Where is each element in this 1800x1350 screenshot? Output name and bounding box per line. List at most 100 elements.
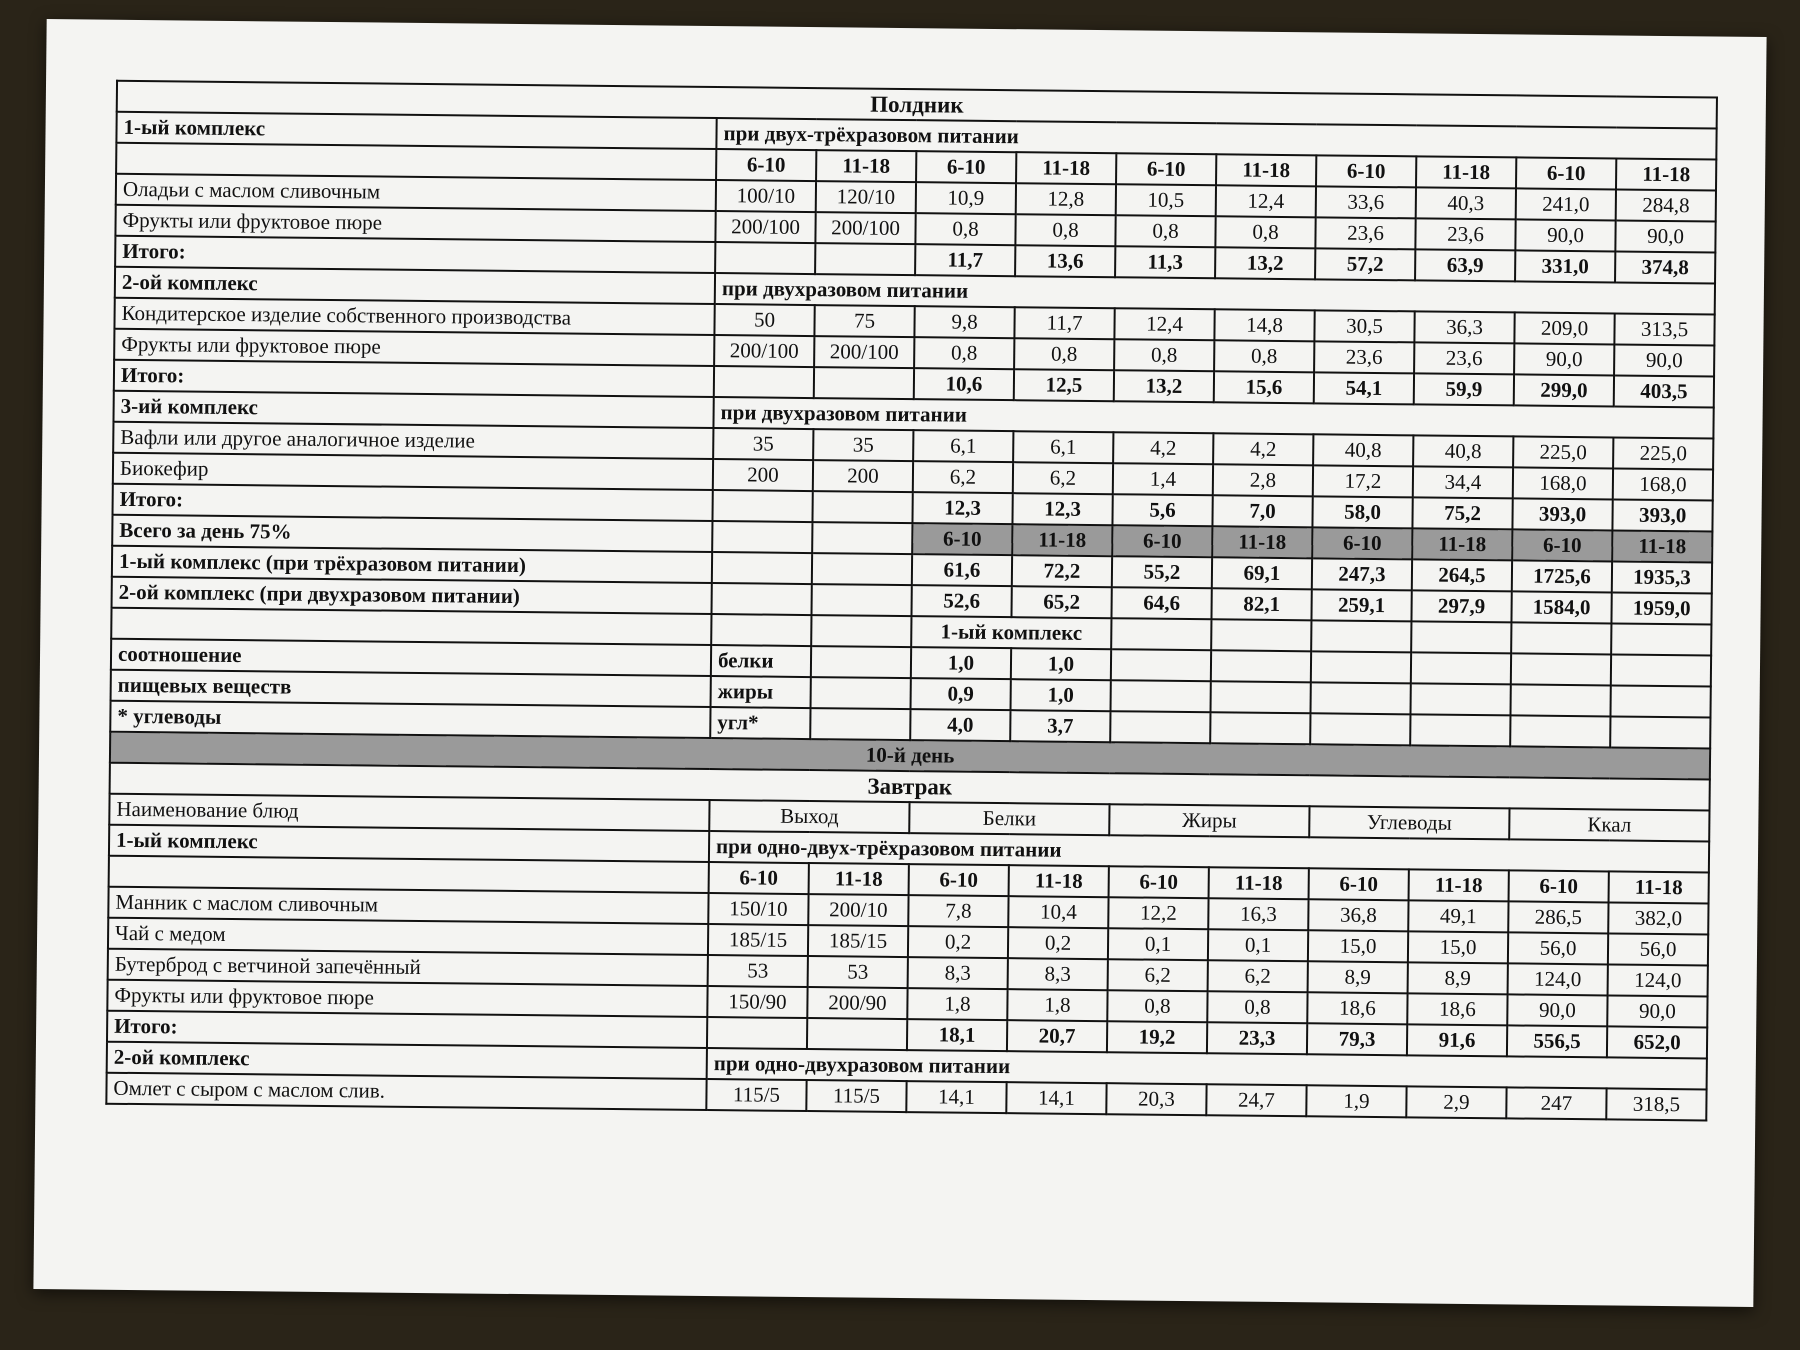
table-cell: 10,6 — [913, 368, 1015, 401]
table-cell — [1410, 652, 1512, 685]
table-cell — [811, 615, 912, 648]
table-cell — [812, 491, 913, 524]
table-cell: 57,2 — [1315, 248, 1416, 281]
table-cell: 6,2 — [1107, 959, 1208, 992]
table-cell: 200/100 — [815, 212, 916, 245]
table-cell: 65,2 — [1011, 586, 1112, 619]
table-cell: 53 — [707, 955, 808, 988]
table-cell: 11,3 — [1115, 246, 1216, 279]
table-cell — [1410, 683, 1511, 716]
table-cell — [1510, 684, 1611, 717]
table-cell — [1210, 712, 1311, 745]
table-cell — [1410, 714, 1511, 747]
table-cell: 1,9 — [1306, 1085, 1407, 1118]
table-cell: 185/15 — [707, 924, 809, 957]
table-cell: белки — [710, 645, 812, 678]
table-cell: 8,3 — [1007, 958, 1108, 991]
table-cell: 10,5 — [1115, 184, 1217, 217]
table-cell: 0,8 — [1215, 216, 1316, 249]
table-cell: 0,8 — [1014, 338, 1115, 371]
table-cell: 200 — [712, 459, 814, 492]
table-cell: 6-10 — [916, 151, 1017, 184]
table-cell: 13,2 — [1215, 247, 1316, 280]
table-cell — [715, 242, 816, 275]
table-cell: 0,8 — [1214, 340, 1315, 373]
table-cell: 200/100 — [714, 335, 815, 368]
table-cell: 318,5 — [1606, 1088, 1707, 1121]
table-cell: 11-18 — [1612, 530, 1713, 563]
table-cell: 56,0 — [1507, 932, 1609, 965]
table-cell: 11-18 — [1412, 528, 1513, 561]
table-cell: 75 — [814, 305, 915, 338]
table-cell: 35 — [713, 428, 814, 461]
table-cell: 185/15 — [807, 925, 909, 958]
table-cell — [1510, 653, 1612, 686]
table-cell: 6-10 — [912, 523, 1013, 556]
table-cell: 12,2 — [1108, 897, 1209, 930]
table-cell: 284,8 — [1615, 189, 1717, 222]
table-cell: 50 — [714, 304, 815, 337]
table-cell: 6-10 — [1508, 870, 1609, 903]
table-cell: 168,0 — [1612, 468, 1714, 501]
table-cell: 4,0 — [910, 709, 1011, 742]
table-cell: 58,0 — [1312, 496, 1413, 529]
table-cell: 168,0 — [1512, 467, 1614, 500]
table-cell: 5,6 — [1112, 494, 1213, 527]
table-cell: 556,5 — [1506, 1025, 1608, 1058]
table-cell — [1610, 685, 1711, 718]
table-cell: Жиры — [1109, 804, 1310, 838]
table-cell: 82,1 — [1211, 588, 1312, 621]
table-cell: 75,2 — [1412, 497, 1513, 530]
table-cell: 11,7 — [915, 244, 1016, 277]
table-cell: 299,0 — [1513, 374, 1615, 407]
table-cell — [712, 521, 813, 554]
table-cell — [1210, 681, 1311, 714]
table-cell — [815, 243, 916, 276]
table-cell: 0,9 — [910, 678, 1011, 711]
table-cell: 1,4 — [1112, 463, 1214, 496]
table-cell — [812, 522, 913, 555]
table-cell: 1935,3 — [1611, 561, 1713, 594]
table-cell: 17,2 — [1312, 465, 1414, 498]
table-cell: 53 — [807, 956, 908, 989]
table-cell: 8,9 — [1407, 962, 1508, 995]
table-cell: Выход — [709, 800, 910, 834]
table-cell: 6-10 — [1312, 527, 1413, 560]
table-cell: 23,6 — [1315, 217, 1416, 250]
table-cell: 120/10 — [815, 181, 917, 214]
table-cell: 33,6 — [1315, 186, 1417, 219]
table-cell — [1411, 621, 1512, 654]
table-cell: 286,5 — [1508, 901, 1609, 934]
table-cell: 59,9 — [1413, 373, 1515, 406]
table-cell: 11-18 — [1012, 524, 1113, 557]
table-cell: 0,8 — [1115, 215, 1216, 248]
table-cell: 12,3 — [912, 492, 1013, 525]
table-cell: 259,1 — [1311, 589, 1412, 622]
table-cell: 12,4 — [1114, 308, 1215, 341]
table-cell: 4,2 — [1213, 433, 1314, 466]
table-cell: 200 — [812, 460, 914, 493]
table-cell: 652,0 — [1606, 1026, 1708, 1059]
table-cell: 115/5 — [806, 1080, 907, 1113]
table-cell: 403,5 — [1613, 375, 1715, 408]
table-cell: 11-18 — [1408, 869, 1509, 902]
table-cell: 8,3 — [907, 957, 1008, 990]
table-cell: 36,8 — [1308, 899, 1409, 932]
table-cell — [712, 490, 813, 523]
table-cell: 72,2 — [1011, 555, 1113, 588]
table-cell: 150/10 — [708, 893, 809, 926]
table-cell: 1,0 — [1010, 679, 1111, 712]
table-cell — [1610, 716, 1711, 749]
table-cell — [1511, 622, 1612, 655]
table-cell: 40,8 — [1413, 435, 1514, 468]
table-cell: 11-18 — [816, 150, 917, 183]
table-cell: 11-18 — [1416, 156, 1517, 189]
table-cell: 225,0 — [1513, 436, 1614, 469]
table-cell: 313,5 — [1614, 313, 1715, 346]
table-cell: 124,0 — [1607, 964, 1709, 997]
table-cell: 90,0 — [1607, 995, 1708, 1028]
table-cell: 0,8 — [1107, 990, 1208, 1023]
table-cell: 36,3 — [1414, 311, 1515, 344]
table-cell — [1310, 682, 1411, 715]
table-cell: 54,1 — [1313, 372, 1415, 405]
